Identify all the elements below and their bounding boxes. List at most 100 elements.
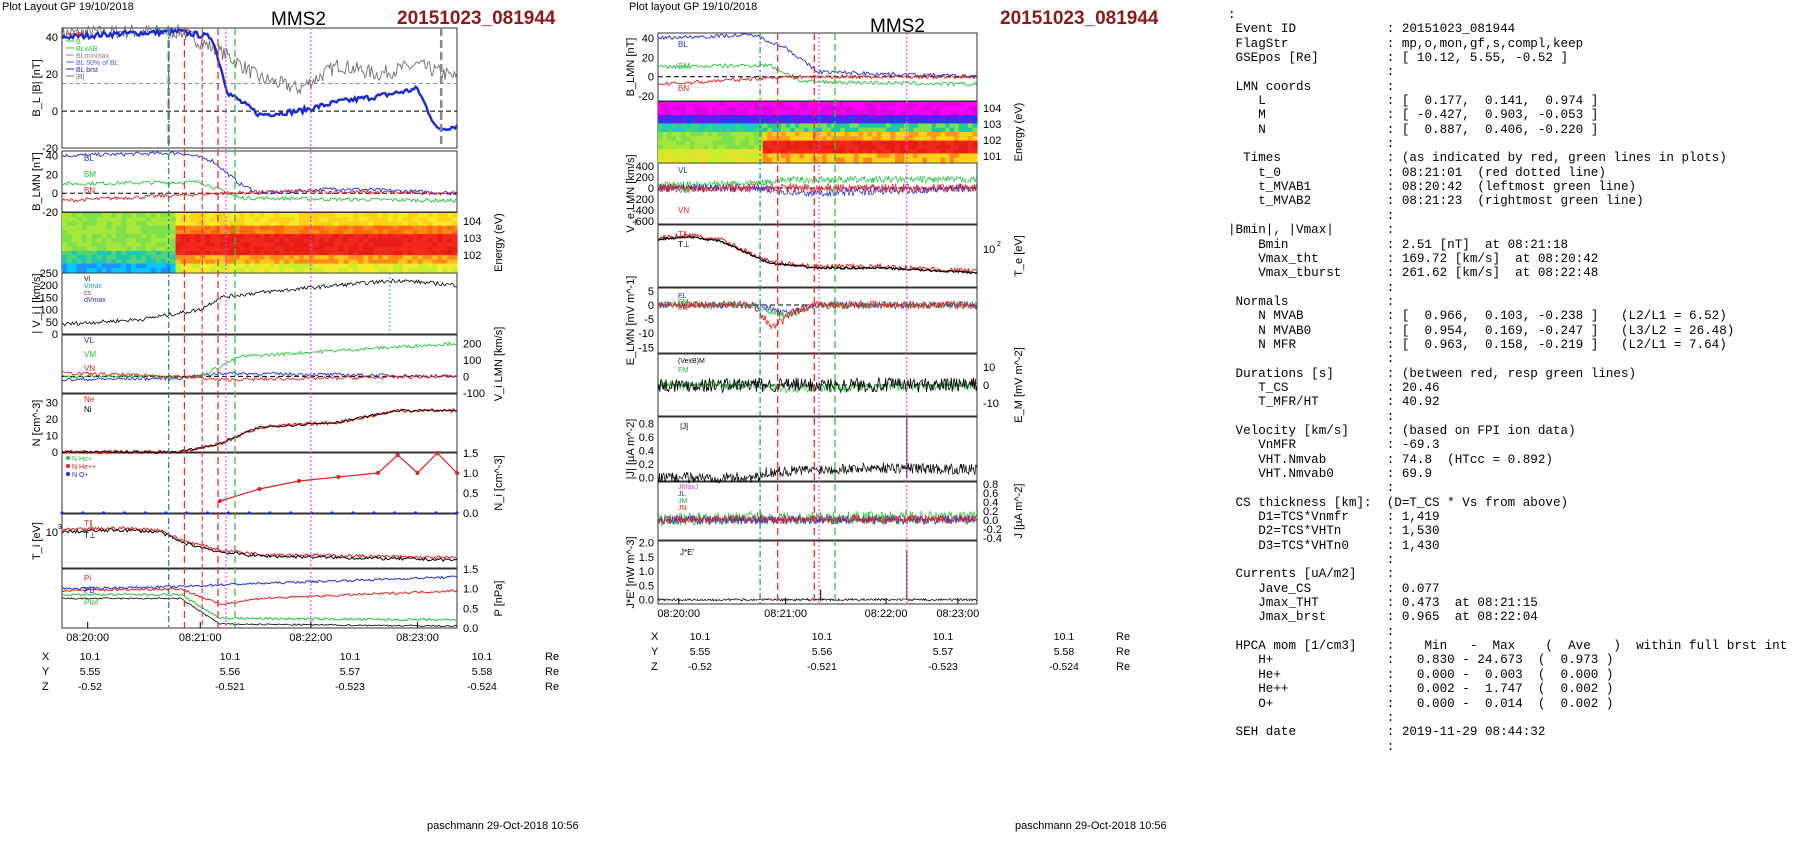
spectrogram-cell (422, 225, 428, 231)
spectrogram-cell (274, 234, 280, 239)
spectrogram-cell (111, 221, 117, 227)
spectrogram-cell (190, 255, 196, 260)
spectrogram-cell (417, 267, 423, 273)
spectrogram-cell (407, 242, 414, 248)
spectrogram-cell (170, 263, 177, 269)
spectrogram-cell (854, 110, 860, 116)
spectrogram-cell (735, 127, 741, 133)
spectrogram-cell (412, 267, 419, 273)
spectrogram-cell (917, 132, 923, 137)
spectrogram-cell (308, 225, 315, 231)
spectrogram-cell (269, 221, 275, 227)
spectrogram-cell (881, 119, 887, 124)
spectrogram-cell (849, 102, 855, 107)
spectrogram-cell (205, 217, 211, 222)
spectrogram-cell (220, 217, 226, 222)
data-point-oplus (330, 511, 334, 515)
spectrogram-cell (917, 106, 923, 112)
spectrogram-cell (676, 136, 682, 142)
spectrogram-cell (328, 246, 335, 252)
tick-label: -0.4 (983, 533, 1002, 545)
spectrogram-cell (96, 234, 103, 239)
spectrogram-cell (387, 255, 394, 260)
spectrogram-cell (185, 259, 191, 265)
spectrogram-cell (368, 246, 374, 252)
spectrogram-cell (840, 149, 846, 154)
spectrogram-cell (917, 144, 923, 150)
spectrogram-cell (427, 217, 433, 222)
spectrogram-cell (808, 110, 814, 116)
spectrogram-cell (313, 225, 320, 231)
spectrogram-cell (762, 132, 768, 137)
spectrogram-cell (890, 132, 896, 137)
spectrogram-cell (785, 119, 791, 124)
spectrogram-cell (872, 127, 878, 133)
spectrogram-cell (908, 140, 914, 146)
tick-label: 40 (642, 33, 654, 45)
spectrogram-cell (220, 250, 226, 256)
spectrogram-cell (432, 259, 438, 265)
spectrogram-cell (730, 136, 737, 142)
spectrogram-cell (826, 110, 832, 116)
spectrogram-cell (735, 110, 741, 116)
spectrogram-cell (333, 242, 340, 248)
tick-label: 20 (642, 52, 654, 64)
spectrogram-cell (348, 234, 354, 239)
tick-label: 0.0 (463, 508, 478, 520)
spectrogram-cell (963, 110, 969, 116)
spectrogram-cell (323, 259, 330, 265)
spectrogram-cell (831, 140, 837, 146)
spectrogram-cell (333, 213, 340, 218)
spectrogram-cell (358, 225, 364, 231)
spectrogram-cell (155, 255, 162, 260)
spectrogram-cell (387, 217, 394, 222)
spectrogram-cell (890, 140, 896, 146)
spectrogram-cell (264, 242, 270, 248)
spectrogram-cell (712, 157, 718, 163)
spectrogram-cell (239, 213, 246, 218)
spectrogram-cell (392, 229, 399, 235)
spectrogram-cell (126, 259, 132, 265)
spectrogram-cell (353, 238, 359, 244)
spectrogram-cell (412, 246, 419, 252)
spectrogram-cell (308, 246, 315, 252)
spectrogram-cell (358, 234, 364, 239)
spectrogram-cell (150, 213, 157, 218)
info-line: FlagStr : mp,o,mon,gf,s,compl,keep (1228, 36, 1584, 51)
spectrogram-cell (145, 267, 152, 273)
spectrogram-cell (794, 149, 800, 154)
spectrogram-cell (91, 246, 98, 252)
spectrogram-cell (254, 242, 261, 248)
spectrogram-cell (155, 238, 162, 244)
spectrogram-cell (185, 229, 191, 235)
spectrogram-cell (363, 213, 369, 218)
spectrogram-cell (368, 229, 374, 235)
spectrogram-cell (131, 259, 137, 265)
spectrogram-cell (831, 157, 837, 163)
spectrogram-cell (392, 259, 399, 265)
spectrogram-cell (822, 153, 828, 159)
spectrogram-cell (904, 140, 910, 146)
spectrogram-cell (328, 238, 335, 244)
spectrogram-cell (785, 153, 791, 159)
spectrogram-cell (160, 267, 167, 273)
spectrogram-cell (180, 263, 186, 269)
spectrogram-cell (264, 229, 270, 235)
spectrogram-cell (294, 213, 300, 218)
info-line: : (1228, 65, 1395, 80)
spectrogram-cell (106, 255, 112, 260)
info-line: : (1228, 409, 1395, 424)
spectrogram-cell (708, 102, 714, 107)
spectrogram-cell (812, 123, 819, 129)
spectrogram-cell (254, 255, 261, 260)
spectrogram-cell (407, 246, 414, 252)
spectrogram-cell (106, 234, 112, 239)
spectrogram-cell (382, 242, 389, 248)
spectrogram-cell (717, 127, 723, 133)
spectrogram-cell (71, 234, 78, 239)
spectrogram-cell (447, 213, 453, 218)
spectrogram-cell (949, 149, 955, 154)
spectrogram-cell (284, 242, 290, 248)
spectrogram-cell (967, 153, 974, 159)
spectrogram-cell (328, 267, 335, 273)
